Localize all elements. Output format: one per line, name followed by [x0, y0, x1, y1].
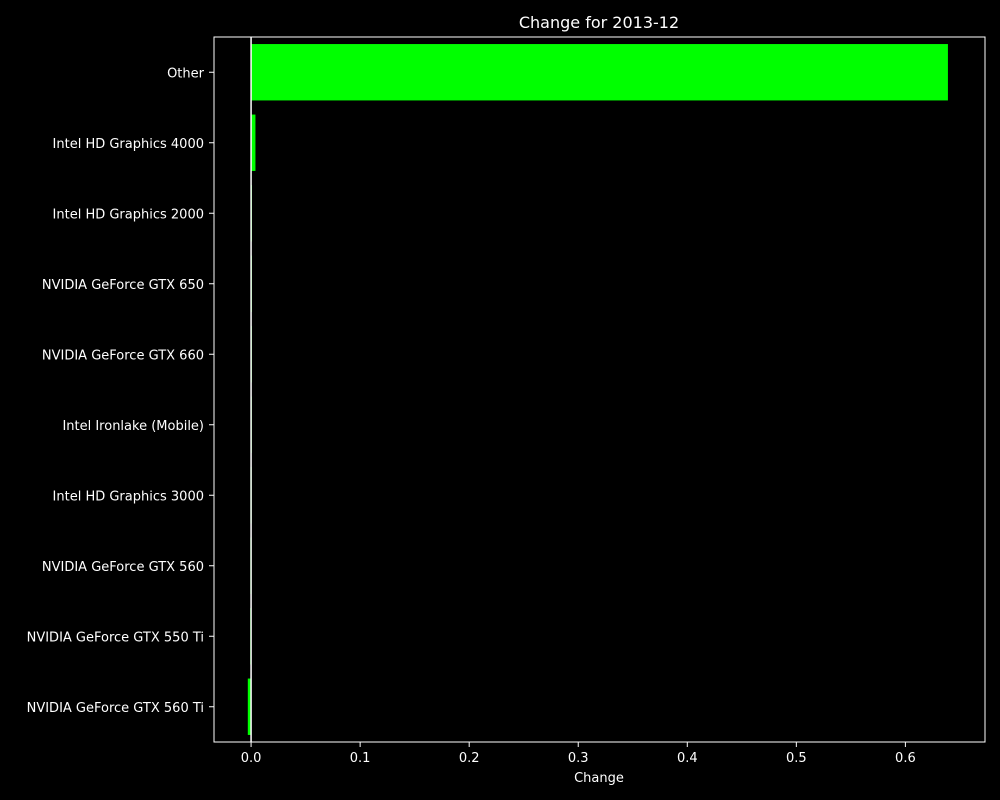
y-axis: Other Intel HD Graphics 4000 Intel HD Grap… — [27, 66, 214, 716]
y-tick-label: Intel HD Graphics 4000 — [53, 137, 204, 152]
bar-intel-hd-graphics-4000 — [251, 114, 256, 171]
x-tick-label: 0.0 — [241, 751, 262, 766]
y-tick-label: Intel HD Graphics 2000 — [53, 207, 204, 222]
y-tick-label: NVIDIA GeForce GTX 550 Ti — [27, 630, 204, 645]
y-tick-label: Intel Ironlake (Mobile) — [62, 419, 204, 434]
x-tick-label: 0.1 — [350, 751, 371, 766]
plot-frame — [213, 36, 986, 743]
x-tick-label: 0.3 — [568, 751, 589, 766]
y-tick-label: NVIDIA GeForce GTX 560 Ti — [27, 701, 204, 716]
bar-other — [251, 44, 948, 101]
x-tick-label: 0.5 — [786, 751, 807, 766]
chart-title: Change for 2013-12 — [519, 13, 679, 32]
x-tick-label: 0.6 — [895, 751, 916, 766]
y-tick-label: NVIDIA GeForce GTX 560 — [42, 560, 204, 575]
x-axis: 0.0 0.1 0.2 0.3 0.4 0.5 0.6 — [241, 742, 916, 766]
x-tick-label: 0.4 — [677, 751, 698, 766]
y-tick-label: NVIDIA GeForce GTX 660 — [42, 348, 204, 363]
y-tick-label: Intel HD Graphics 3000 — [53, 489, 204, 504]
y-tick-label: NVIDIA GeForce GTX 650 — [42, 278, 204, 293]
x-tick-label: 0.2 — [459, 751, 480, 766]
x-axis-label: Change — [574, 771, 624, 786]
y-tick-label: Other — [167, 66, 205, 81]
bar-nvidia-geforce-gtx-560-ti — [247, 678, 252, 735]
